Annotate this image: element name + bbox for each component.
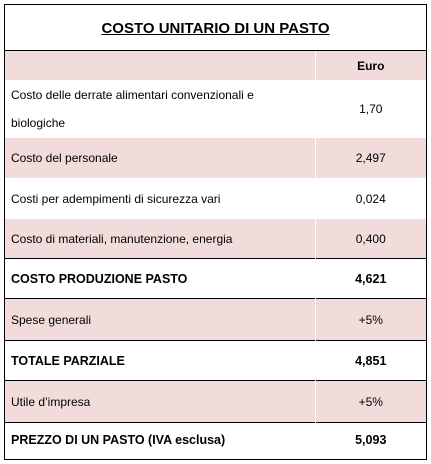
cost-table-frame: COSTO UNITARIO DI UN PASTO Euro Costo de…: [4, 4, 427, 460]
row-label: Costo del personale: [5, 137, 315, 179]
row-value: 1,70: [314, 80, 427, 138]
row-label: Costo delle derrate alimentari convenzio…: [5, 80, 315, 138]
row-label: Spese generali: [5, 298, 315, 341]
row-label: COSTO PRODUZIONE PASTO: [5, 258, 315, 299]
row-value: 5,093: [314, 422, 427, 458]
row-label: PREZZO DI UN PASTO (IVA esclusa): [5, 422, 315, 458]
row-value: 2,497: [314, 137, 427, 179]
row-label: Costo di materiali, manutenzione, energi…: [5, 218, 315, 259]
row-label: Costi per adempimenti di sicurezza vari: [5, 178, 315, 219]
row-value: 4,621: [314, 258, 427, 299]
row-value: +5%: [314, 298, 427, 341]
table-title-cell: COSTO UNITARIO DI UN PASTO: [5, 5, 427, 51]
cost-table: COSTO UNITARIO DI UN PASTO Euro Costo de…: [5, 5, 427, 458]
row-label: Utile d’impresa: [5, 380, 315, 423]
row-label: TOTALE PARZIALE: [5, 340, 315, 381]
row-value: 0,024: [314, 178, 427, 219]
row-value: 4,851: [314, 340, 427, 381]
empty-header-cell: [5, 50, 315, 81]
table-title: COSTO UNITARIO DI UN PASTO: [101, 19, 330, 37]
row-value: 0,400: [314, 218, 427, 259]
unit-header: Euro: [314, 50, 427, 81]
row-value: +5%: [314, 380, 427, 423]
